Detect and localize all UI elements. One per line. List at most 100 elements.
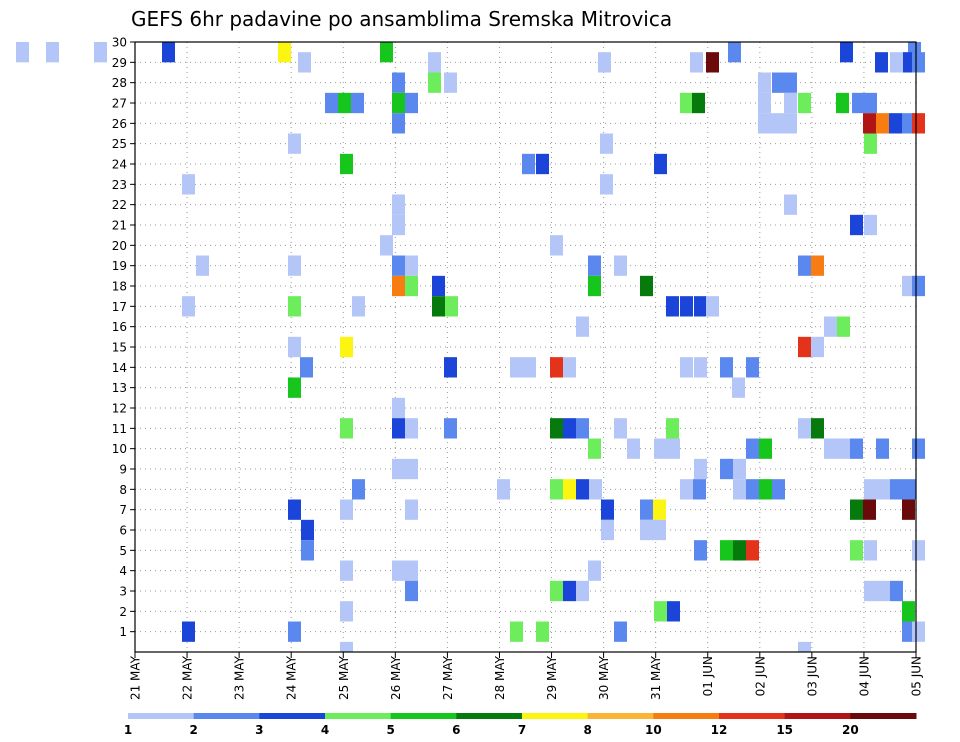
- precip-cell: [759, 479, 772, 500]
- precip-cell: [288, 377, 301, 398]
- y-tick-label: 22: [112, 198, 127, 212]
- precip-cell: [912, 438, 925, 459]
- y-tick-label: 7: [119, 503, 127, 517]
- precip-cell: [392, 275, 405, 297]
- y-tick-label: 25: [112, 137, 127, 151]
- precip-cell: [16, 42, 29, 63]
- precip-cell: [300, 357, 313, 378]
- precip-cell: [640, 275, 653, 297]
- precip-cell: [680, 479, 693, 500]
- precip-cell: [864, 479, 877, 500]
- precip-cell: [432, 275, 445, 297]
- colorbar-tick-label: 4: [321, 723, 329, 737]
- chart-title: GEFS 6hr padavine po ansamblima Sremska …: [131, 7, 672, 31]
- precip-cell: [576, 418, 589, 439]
- colorbar-tick-label: 8: [583, 723, 591, 737]
- colorbar-tick-label: 2: [189, 723, 197, 737]
- precip-cell: [301, 519, 314, 541]
- precip-cell: [392, 113, 405, 134]
- precip-cell: [680, 296, 693, 317]
- colorbar-tick-label: 5: [386, 723, 394, 737]
- precip-cell: [654, 601, 667, 622]
- precip-cell: [627, 438, 640, 459]
- precip-cell: [288, 255, 301, 276]
- precip-cell: [811, 336, 824, 358]
- precip-cell: [563, 357, 576, 378]
- colorbar-tick-label: 1: [124, 723, 132, 737]
- precip-cell: [746, 540, 759, 561]
- precip-cell: [380, 235, 393, 256]
- colorbar-swatch: [128, 713, 195, 719]
- precip-cells: [16, 42, 925, 652]
- x-tick-label: 21 MAY: [129, 655, 143, 700]
- precip-cell: [601, 519, 614, 541]
- y-tick-label: 19: [112, 259, 127, 273]
- precip-cell: [598, 52, 611, 73]
- colorbar-tick-label: 3: [255, 723, 263, 737]
- precip-cell: [550, 235, 563, 256]
- precip-cell: [852, 92, 865, 114]
- precip-cell: [654, 438, 667, 459]
- colorbar-tick-label: 10: [645, 723, 662, 737]
- precip-cell: [889, 113, 902, 134]
- precip-cell: [784, 194, 797, 215]
- precip-cell: [576, 479, 589, 500]
- precip-cell: [772, 72, 785, 93]
- precip-cell: [798, 418, 811, 439]
- precip-cell: [352, 296, 365, 317]
- precip-cell: [536, 621, 549, 642]
- precip-cell: [824, 316, 837, 337]
- precip-cell: [600, 174, 613, 195]
- colorbar-swatch: [587, 713, 654, 719]
- precip-cell: [758, 113, 771, 134]
- precip-cell: [732, 377, 745, 398]
- precip-cell: [640, 519, 653, 541]
- precip-cell: [405, 499, 418, 520]
- precip-cell: [680, 92, 693, 114]
- precip-cell: [902, 621, 915, 642]
- precip-cell: [288, 296, 301, 317]
- precip-cell: [444, 357, 457, 378]
- precip-cell: [444, 72, 457, 93]
- precip-cell: [666, 296, 679, 317]
- precip-cell: [680, 357, 693, 378]
- colorbar-tick-label: 7: [518, 723, 526, 737]
- precip-cell: [288, 499, 301, 520]
- precip-cell: [298, 52, 311, 73]
- precip-cell: [392, 214, 405, 236]
- precip-cell: [510, 357, 523, 378]
- precip-cell: [690, 52, 703, 73]
- colorbar-swatch: [193, 713, 260, 719]
- precip-cell: [338, 92, 351, 114]
- precip-cell: [432, 296, 445, 317]
- x-tick-label: 24 MAY: [285, 655, 299, 700]
- x-tick-label: 05 JUN: [910, 656, 924, 696]
- precip-cell: [746, 438, 759, 459]
- precip-cell: [733, 540, 746, 561]
- x-tick-label: 27 MAY: [441, 655, 455, 700]
- precip-cell: [340, 499, 353, 520]
- precip-cell: [824, 438, 837, 459]
- precip-cell: [380, 42, 393, 63]
- colorbar-swatch: [325, 713, 392, 719]
- x-tick-label: 01 JUN: [701, 656, 715, 696]
- x-tick-label: 22 MAY: [181, 655, 195, 700]
- precip-cell: [912, 113, 925, 134]
- precip-cell: [405, 275, 418, 297]
- colorbar-swatch: [784, 713, 851, 719]
- precip-cell: [614, 621, 627, 642]
- precip-cell: [837, 316, 850, 337]
- precip-cell: [497, 479, 510, 500]
- precip-cell: [733, 458, 746, 480]
- colorbar-tick-label: 6: [452, 723, 460, 737]
- precip-cell: [601, 499, 614, 520]
- y-tick-label: 10: [112, 442, 127, 456]
- precip-cell: [798, 255, 811, 276]
- precip-cell: [890, 580, 903, 602]
- precip-cell: [692, 92, 705, 114]
- y-tick-label: 21: [112, 219, 127, 233]
- precip-cell: [392, 255, 405, 276]
- x-tick-label: 25 MAY: [337, 655, 351, 700]
- precip-cell: [877, 580, 890, 602]
- precip-cell: [653, 499, 666, 520]
